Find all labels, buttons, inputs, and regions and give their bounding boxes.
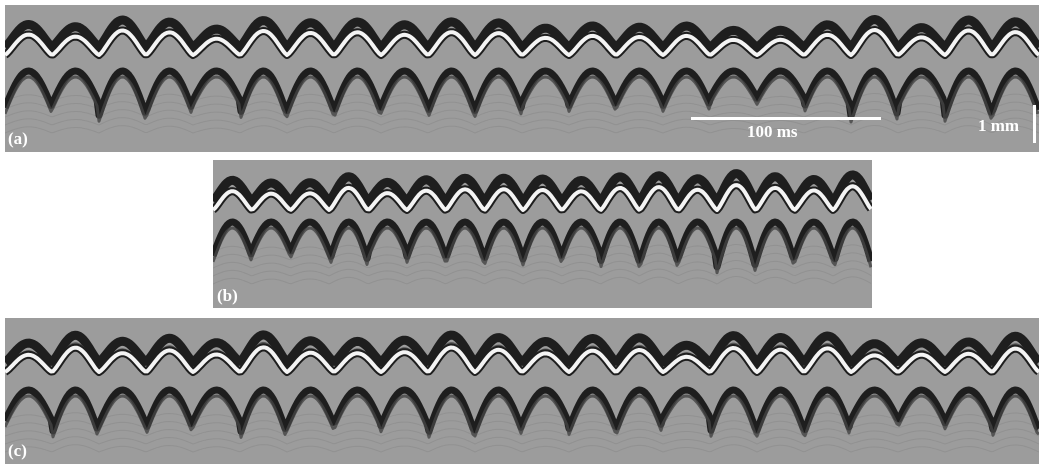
panel-c-kymograph: (c) <box>5 318 1039 464</box>
kymograph-image-b <box>213 169 872 285</box>
lower-dark-edge <box>213 226 872 275</box>
time-scale-bar <box>691 117 881 120</box>
membrane-dark-band <box>5 330 1039 367</box>
length-scale-bar <box>1033 105 1036 143</box>
background-streak <box>5 125 1039 134</box>
panel-a-kymograph: 100 ms 1 mm (a) <box>5 5 1039 152</box>
background-streak <box>213 276 872 285</box>
membrane-bright-line <box>213 183 872 212</box>
kymograph-image-c <box>5 330 1039 453</box>
panel-b-kymograph: (b) <box>213 160 872 308</box>
membrane-bright-line <box>5 28 1039 57</box>
panel-label-c: (c) <box>8 441 27 460</box>
background-streak <box>213 260 872 269</box>
length-scale-label: 1 mm <box>978 116 1020 135</box>
background-streak <box>5 117 1039 126</box>
background-streak <box>5 436 1039 445</box>
lower-dark-band <box>213 218 872 271</box>
membrane-dark-band <box>213 169 872 206</box>
time-scale-label: 100 ms <box>747 122 798 141</box>
lower-dark-edge <box>5 75 1039 124</box>
membrane-dark-band <box>5 15 1039 52</box>
membrane-bright-line <box>5 345 1039 374</box>
background-streak <box>5 109 1039 118</box>
lower-dark-band <box>5 67 1039 120</box>
lower-dark-edge <box>5 394 1039 439</box>
background-streak <box>5 428 1039 437</box>
panel-label-b: (b) <box>217 286 238 305</box>
background-streak <box>213 244 872 253</box>
panel-label-a: (a) <box>8 129 28 148</box>
background-streak <box>213 252 872 261</box>
kymograph-image-a <box>5 15 1039 134</box>
background-streak <box>213 268 872 277</box>
lower-dark-band <box>5 386 1039 435</box>
background-streak <box>5 444 1039 453</box>
